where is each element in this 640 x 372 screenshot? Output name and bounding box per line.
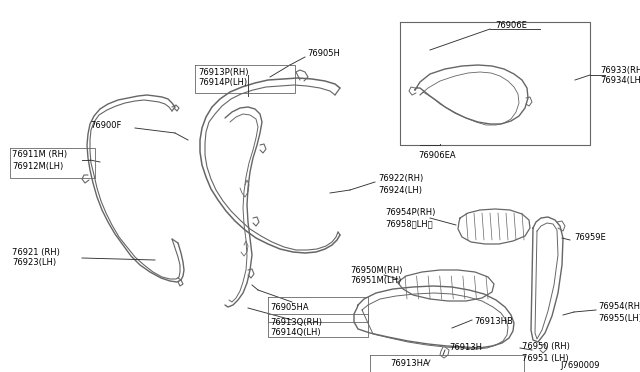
Text: 76954(RH): 76954(RH)	[598, 302, 640, 311]
Text: 76906EA: 76906EA	[418, 151, 456, 160]
Text: 76911M (RH): 76911M (RH)	[12, 151, 67, 160]
Text: 76913Q(RH): 76913Q(RH)	[270, 317, 322, 327]
Text: 76900F: 76900F	[90, 121, 122, 129]
Text: 76958（LH）: 76958（LH）	[385, 219, 433, 228]
Text: 76951M(LH): 76951M(LH)	[350, 276, 401, 285]
Text: 76954P(RH): 76954P(RH)	[385, 208, 435, 218]
Text: 76921 (RH): 76921 (RH)	[12, 247, 60, 257]
Text: 76923(LH): 76923(LH)	[12, 259, 56, 267]
Text: 76906E: 76906E	[495, 22, 527, 31]
Text: 76959E: 76959E	[574, 232, 605, 241]
Text: 76922(RH): 76922(RH)	[378, 174, 423, 183]
Text: 76955(LH): 76955(LH)	[598, 314, 640, 323]
Text: 76905HA: 76905HA	[270, 304, 308, 312]
Text: J7690009: J7690009	[560, 362, 600, 371]
Text: 76914Q(LH): 76914Q(LH)	[270, 327, 321, 337]
Text: 76913H: 76913H	[449, 343, 482, 352]
Text: 76905H: 76905H	[307, 49, 340, 58]
Text: 76914P(LH): 76914P(LH)	[198, 77, 247, 87]
Text: 76924(LH): 76924(LH)	[378, 186, 422, 195]
Text: 76913HA: 76913HA	[390, 359, 429, 368]
Text: 76913P(RH): 76913P(RH)	[198, 67, 248, 77]
Text: 76950 (RH): 76950 (RH)	[522, 343, 570, 352]
Text: 76912M(LH): 76912M(LH)	[12, 161, 63, 170]
Text: 76913HB: 76913HB	[474, 317, 513, 327]
Text: 76933(RH): 76933(RH)	[600, 65, 640, 74]
Text: 76950M(RH): 76950M(RH)	[350, 266, 403, 275]
Text: 76934(LH): 76934(LH)	[600, 76, 640, 84]
Text: 76951 (LH): 76951 (LH)	[522, 353, 568, 362]
